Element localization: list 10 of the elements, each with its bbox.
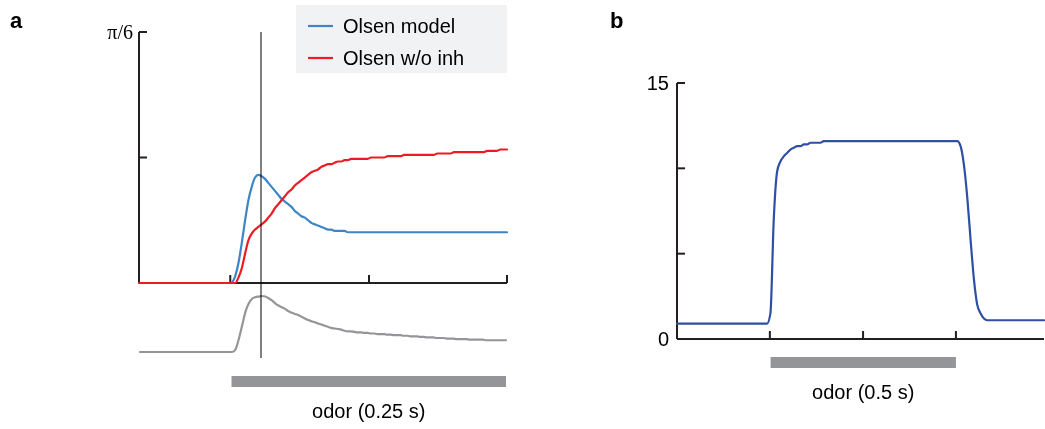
text: π/6: [107, 21, 133, 43]
chart-title: b: [610, 8, 624, 33]
legend-label: Olsen model: [343, 15, 456, 37]
y-tick-label: 0: [657, 328, 669, 350]
x-axis-title: odor (0.5 s): [812, 381, 915, 403]
y-tick-label: 15: [646, 72, 669, 94]
x-axis-title: odor (0.25 s): [312, 400, 426, 422]
line-series: [675, 139, 1045, 325]
chart-title: a: [10, 8, 23, 33]
legend-label: Olsen w/o inh: [343, 47, 465, 69]
